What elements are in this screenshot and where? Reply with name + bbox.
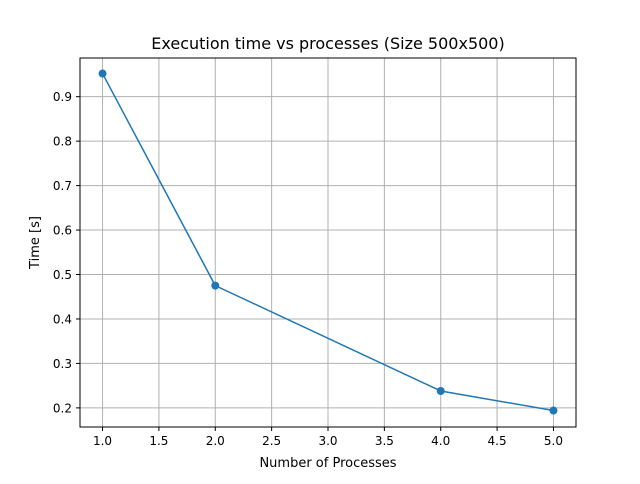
y-tick-label: 0.9	[53, 90, 72, 104]
x-ticks: 1.0 1.5 2.0 2.5 3.0 3.5 4.0 4.5 5.0	[93, 427, 563, 448]
x-tick-label: 2.5	[262, 434, 281, 448]
y-tick-label: 0.5	[53, 268, 72, 282]
y-tick-label: 0.4	[53, 312, 72, 326]
x-tick-label: 5.0	[544, 434, 563, 448]
data-point	[98, 69, 107, 78]
series-line	[101, 73, 554, 412]
series-layer	[98, 69, 558, 415]
x-tick-label: 4.0	[431, 434, 450, 448]
y-ticks: 0.2 0.3 0.4 0.5 0.6 0.7 0.8 0.9	[53, 90, 80, 415]
chart-title: Execution time vs processes (Size 500x50…	[151, 34, 504, 53]
y-tick-label: 0.2	[53, 401, 72, 415]
x-axis-label: Number of Processes	[259, 456, 396, 471]
data-point	[211, 281, 220, 290]
data-point	[549, 406, 558, 415]
x-tick-label: 1.0	[93, 434, 112, 448]
x-tick-label: 1.5	[149, 434, 168, 448]
grid	[80, 58, 576, 427]
x-tick-label: 2.0	[206, 434, 225, 448]
y-tick-label: 0.7	[53, 179, 72, 193]
data-point	[436, 386, 445, 395]
y-tick-label: 0.3	[53, 357, 72, 371]
y-tick-label: 0.6	[53, 224, 72, 238]
y-tick-label: 0.8	[53, 135, 72, 149]
x-tick-label: 3.5	[375, 434, 394, 448]
x-tick-label: 3.0	[318, 434, 337, 448]
y-axis-label: Time [s]	[28, 216, 43, 270]
x-tick-label: 4.5	[488, 434, 507, 448]
